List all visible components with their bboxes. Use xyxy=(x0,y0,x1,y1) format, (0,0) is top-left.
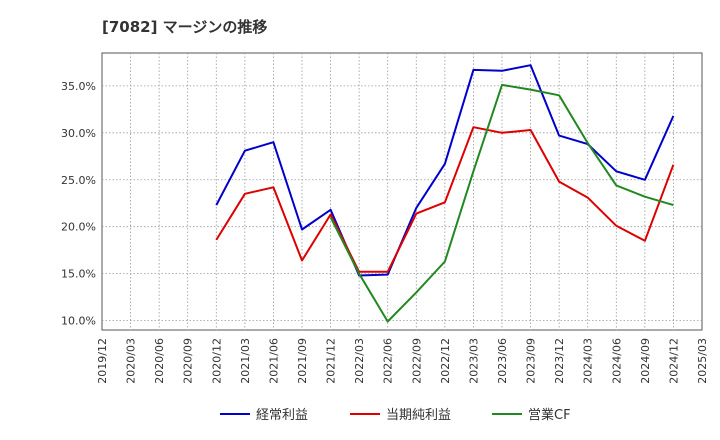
x-tick-label: 2024/03 xyxy=(582,338,595,384)
series-line xyxy=(329,83,674,323)
x-tick-label: 2020/06 xyxy=(153,338,166,384)
legend-label: 当期純利益 xyxy=(386,408,451,423)
y-axis: 10.0% 15.0% 20.0% 25.0% 30.0% 35.0% xyxy=(61,80,96,328)
y-tick-label: 15.0% xyxy=(61,268,96,281)
x-tick-label: 2022/09 xyxy=(410,338,423,384)
y-tick-label: 35.0% xyxy=(61,80,96,93)
y-tick-label: 25.0% xyxy=(61,174,96,187)
series-line xyxy=(215,64,675,277)
x-tick-label: 2019/12 xyxy=(96,338,109,384)
x-tick-label: 2025/03 xyxy=(696,338,709,384)
x-tick-label: 2020/03 xyxy=(125,338,138,384)
x-tick-label: 2024/12 xyxy=(667,338,680,384)
x-tick-label: 2020/12 xyxy=(210,338,223,384)
x-tick-label: 2021/06 xyxy=(267,338,280,384)
x-tick-label: 2021/03 xyxy=(239,338,252,384)
legend-label: 営業CF xyxy=(528,407,571,423)
x-tick-label: 2024/06 xyxy=(610,338,623,384)
x-axis: 2019/12 2020/03 2020/06 2020/09 2020/12 2021/… xyxy=(96,338,709,384)
grid-lines xyxy=(102,53,702,330)
x-tick-label: 2021/12 xyxy=(325,338,338,384)
legend-label: 経常利益 xyxy=(256,408,308,423)
y-tick-label: 20.0% xyxy=(61,221,96,234)
x-tick-label: 2021/09 xyxy=(296,338,309,384)
x-tick-label: 2022/03 xyxy=(353,338,366,384)
plot-area xyxy=(101,52,703,331)
x-tick-label: 2020/09 xyxy=(182,338,195,384)
x-tick-label: 2023/03 xyxy=(467,338,480,384)
series-line xyxy=(215,126,675,273)
x-tick-label: 2023/06 xyxy=(496,338,509,384)
series-lines xyxy=(215,64,675,323)
legend: 経常利益 当期純利益 営業CF xyxy=(220,407,571,423)
x-tick-label: 2022/12 xyxy=(439,338,452,384)
x-tick-label: 2023/12 xyxy=(553,338,566,384)
x-tick-label: 2024/09 xyxy=(639,338,652,384)
y-tick-label: 10.0% xyxy=(61,315,96,328)
y-tick-label: 30.0% xyxy=(61,127,96,140)
chart-title: [7082] マージンの推移 xyxy=(102,18,267,36)
x-tick-label: 2022/06 xyxy=(382,338,395,384)
x-tick-label: 2023/09 xyxy=(525,338,538,384)
